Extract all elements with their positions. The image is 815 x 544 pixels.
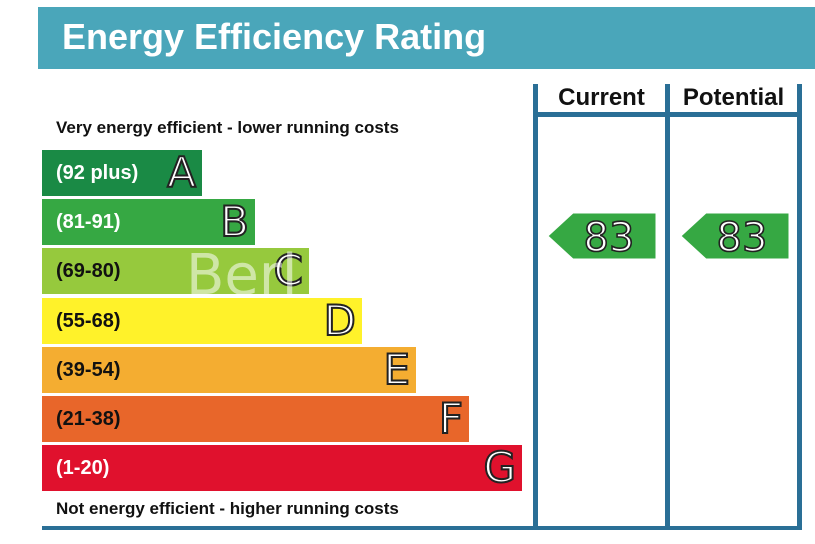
band-a: (92 plus) A (42, 148, 202, 197)
column-divider-left (533, 84, 538, 528)
band-f-range: (21-38) (56, 408, 121, 430)
band-g: (1-20) G (42, 443, 522, 492)
band-f: (21-38) F (42, 394, 469, 443)
current-rating-value: 83 (584, 215, 635, 261)
band-g-letter: G (482, 443, 517, 492)
band-c-range: (69-80) (56, 260, 121, 282)
band-d-letter: D (323, 296, 357, 345)
potential-rating-value: 83 (717, 215, 768, 261)
current-rating-arrow: 83 (548, 212, 657, 262)
column-divider-right (797, 84, 802, 528)
column-label-current: Current (558, 84, 645, 111)
column-divider-middle (665, 84, 670, 528)
band-d: (55-68) D (42, 296, 362, 345)
caption-top: Very energy efficient - lower running co… (56, 118, 399, 137)
bottom-rule (42, 526, 802, 530)
band-e-range: (39-54) (56, 359, 121, 381)
column-header-rule (533, 112, 802, 117)
band-e: (39-54) E (42, 345, 416, 394)
band-c: (69-80) C (42, 246, 309, 295)
band-a-range: (92 plus) (56, 162, 139, 184)
band-e-letter: E (382, 345, 411, 394)
band-g-range: (1-20) (56, 457, 110, 479)
band-b-letter: B (219, 197, 250, 246)
band-b: (81-91) B (42, 197, 255, 246)
column-label-potential: Potential (682, 84, 785, 111)
band-b-range: (81-91) (56, 211, 121, 233)
band-f-letter: F (438, 394, 464, 443)
header-banner: Energy Efficiency Rating (38, 7, 815, 69)
potential-rating-arrow: 83 (681, 212, 790, 262)
band-c-letter: C (273, 246, 304, 295)
page-title: Energy Efficiency Rating (62, 16, 487, 57)
caption-bottom: Not energy efficient - higher running co… (56, 499, 399, 518)
band-d-range: (55-68) (56, 310, 121, 332)
band-a-letter: A (166, 148, 197, 197)
